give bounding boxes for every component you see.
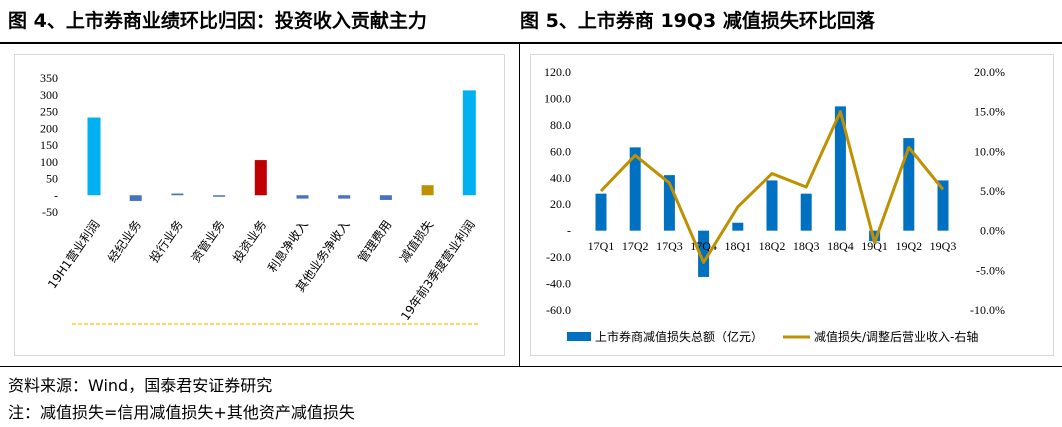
bar xyxy=(869,230,881,242)
right-y-tick-label: 20.0% xyxy=(974,65,1005,79)
legend-label-line: 减值损失/调整后营业收入-右轴 xyxy=(814,329,978,344)
x-tick-label: 17Q3 xyxy=(656,239,683,253)
bar xyxy=(903,138,915,231)
bottom-rule xyxy=(0,366,1062,367)
figure-5-title: 图 5、上市券商 19Q3 减值损失环比回落 xyxy=(520,10,875,32)
right-y-tick-label: 15.0% xyxy=(974,105,1005,119)
x-tick-label: 19Q3 xyxy=(930,239,957,253)
middle-divider xyxy=(519,44,520,366)
x-tick-label: 17Q1 xyxy=(588,239,615,253)
source-note: 资料来源：Wind，国泰君安证券研究 xyxy=(8,376,273,395)
bar xyxy=(663,175,675,231)
impairment-combo-chart: 120.0 100.0 80.0 60.0 40.0 20.0 - -20.0 -40.0 -60… xyxy=(544,65,1005,344)
top-rule xyxy=(0,42,1062,44)
legend-swatch-bar xyxy=(567,332,591,341)
bar xyxy=(254,160,267,196)
bar xyxy=(766,180,778,231)
right-y-tick-label: 5.0% xyxy=(980,184,1005,198)
left-y-tick-label: 40.0 xyxy=(550,171,571,185)
left-y-tick-label: 60.0 xyxy=(550,144,571,158)
x-tick-label: 18Q4 xyxy=(827,239,854,253)
right-y-tick-label: 0.0% xyxy=(980,224,1005,238)
left-y-tick-label: 100.0 xyxy=(544,91,571,105)
left-y-tick-label: - xyxy=(567,224,571,238)
figure-4-title: 图 4、上市券商业绩环比归因：投资收入贡献主力 xyxy=(8,10,427,32)
bar xyxy=(129,195,142,201)
y-tick-label: 150 xyxy=(40,138,58,152)
y-tick-label: 300 xyxy=(40,88,58,102)
x-tick-label: 19Q1 xyxy=(861,239,888,253)
right-y-tick-label: 10.0% xyxy=(974,144,1005,158)
bar xyxy=(595,193,607,231)
y-tick-label: 50 xyxy=(46,172,58,186)
x-tick-label: 18Q2 xyxy=(759,239,786,253)
bar xyxy=(629,147,641,231)
bar xyxy=(87,117,101,196)
left-y-tick-label: -20.0 xyxy=(546,250,571,264)
y-tick-label: -50 xyxy=(42,205,58,219)
figure-4-frame xyxy=(14,54,505,356)
left-y-tick-label: 20.0 xyxy=(550,197,571,211)
bar xyxy=(800,193,812,231)
y-tick-label: 350 xyxy=(40,71,58,85)
left-y-tick-label: -60.0 xyxy=(546,303,571,317)
x-tick-label: 18Q1 xyxy=(724,239,751,253)
y-tick-label: 250 xyxy=(40,105,58,119)
x-tick-label: 17Q2 xyxy=(622,239,649,253)
bar xyxy=(698,230,710,277)
bar xyxy=(421,185,434,196)
bar xyxy=(213,195,226,197)
y-tick-label: - xyxy=(54,188,58,202)
ratio-line xyxy=(599,110,945,264)
figure-5-frame xyxy=(530,54,1054,356)
right-y-tick-label: -10.0% xyxy=(970,303,1005,317)
bar xyxy=(937,180,949,231)
bar xyxy=(732,222,744,231)
bar xyxy=(834,106,846,231)
bar xyxy=(379,195,392,200)
x-tick-label: 19Q2 xyxy=(895,239,922,253)
y-tick-label: 200 xyxy=(40,121,58,135)
bar xyxy=(338,195,351,199)
bar xyxy=(171,193,184,196)
bar xyxy=(296,195,309,199)
legend-label-bar: 上市券商减值损失总额（亿元） xyxy=(595,329,763,344)
definition-note: 注：减值损失=信用减值损失+其他资产减值损失 xyxy=(8,403,355,422)
y-tick-label: 100 xyxy=(40,155,58,169)
left-y-tick-label: -40.0 xyxy=(546,277,571,291)
left-y-tick-label: 80.0 xyxy=(550,118,571,132)
left-y-tick-label: 120.0 xyxy=(544,65,571,79)
x-tick-label: 18Q3 xyxy=(793,239,820,253)
right-y-tick-label: -5.0% xyxy=(976,263,1005,277)
bar xyxy=(462,90,476,196)
